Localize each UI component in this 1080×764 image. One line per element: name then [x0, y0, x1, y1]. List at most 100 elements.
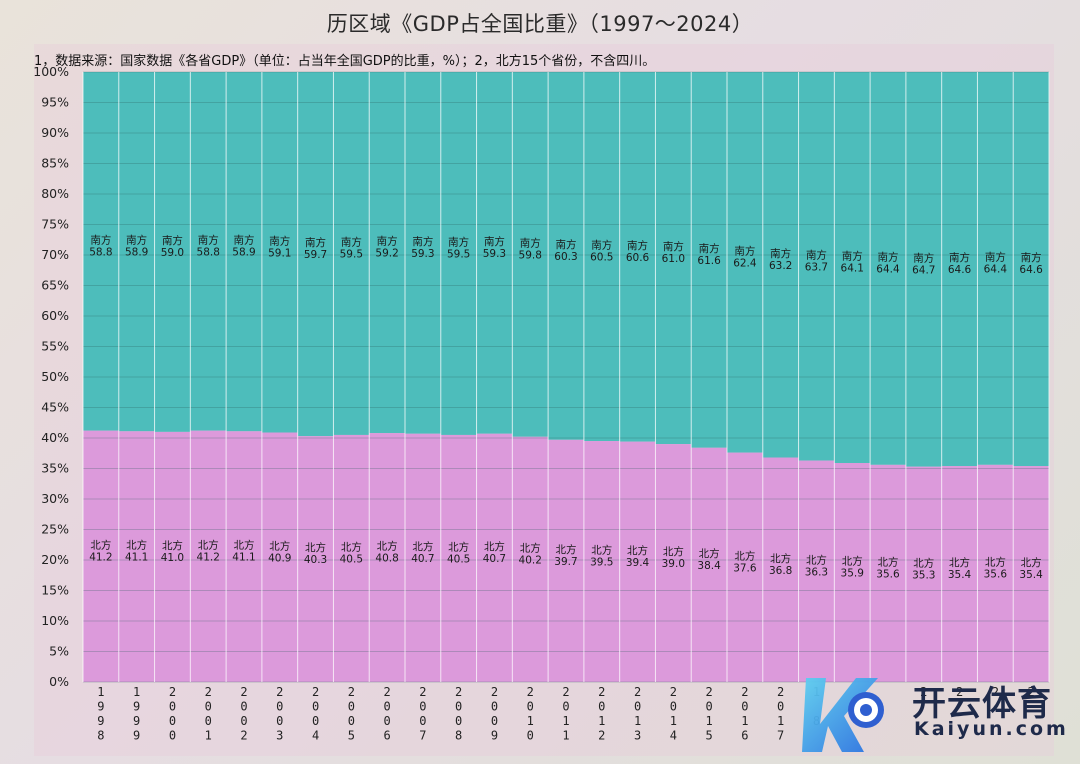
- y-tick-label: 70%: [41, 247, 69, 262]
- bar-north-2011: [548, 439, 585, 682]
- bar-north-2018: [798, 460, 835, 682]
- data-label-south-value: 59.8: [519, 249, 542, 261]
- data-label-north-name: 北方: [627, 544, 648, 557]
- bar-north-2005: [333, 434, 370, 682]
- bar-south-2004: [297, 72, 334, 437]
- data-label-north-name: 北方: [234, 539, 255, 552]
- bar-north-1999: [118, 431, 155, 682]
- data-label-north-name: 北方: [949, 556, 970, 569]
- x-tick-label: 2: [992, 685, 999, 699]
- data-label-north-name: 北方: [484, 540, 505, 553]
- data-label-north-name: 北方: [842, 555, 863, 568]
- bar-south-1999: [118, 72, 155, 432]
- data-label-south-value: 62.4: [733, 257, 757, 269]
- bar-north-2008: [440, 434, 477, 682]
- bar-south-2011: [548, 72, 585, 440]
- data-label-north-value: 40.5: [340, 553, 363, 565]
- data-label-north-value: 40.9: [268, 552, 291, 564]
- data-label-south-name: 南方: [770, 247, 791, 260]
- bar-north-2007: [405, 433, 442, 682]
- bar-north-2023: [977, 464, 1014, 682]
- data-label-south-value: 64.4: [876, 263, 900, 275]
- data-label-north-name: 北方: [699, 547, 720, 560]
- bar-south-2017: [762, 72, 799, 458]
- data-label-north-name: 北方: [269, 539, 290, 552]
- bar-north-2013: [619, 441, 656, 682]
- data-label-south-name: 南方: [234, 234, 255, 247]
- y-tick-label: 0%: [49, 674, 69, 689]
- data-label-north-value: 35.6: [876, 568, 900, 580]
- data-label-north-value: 35.6: [984, 568, 1008, 580]
- data-label-south-name: 南方: [90, 233, 111, 246]
- data-label-north-value: 40.5: [447, 553, 470, 565]
- data-label-south-value: 60.6: [626, 252, 650, 264]
- y-tick-label: 85%: [41, 156, 69, 171]
- bar-north-2010: [512, 436, 549, 682]
- y-tick-label: 30%: [41, 491, 69, 506]
- bar-north-2009: [476, 433, 513, 682]
- data-label-north-value: 38.4: [697, 560, 721, 572]
- data-label-south-value: 58.9: [232, 247, 255, 259]
- data-label-south-value: 61.6: [697, 255, 721, 267]
- data-label-north-value: 40.7: [411, 553, 434, 565]
- bar-north-2020: [870, 464, 907, 682]
- bar-north-2019: [834, 463, 871, 682]
- data-label-north-value: 41.2: [197, 551, 220, 563]
- data-label-south-value: 64.6: [1019, 264, 1043, 276]
- y-tick-label: 75%: [41, 217, 69, 232]
- bar-south-2012: [583, 72, 620, 442]
- data-label-north-value: 40.8: [375, 553, 398, 565]
- y-tick-label: 65%: [41, 278, 69, 293]
- data-label-south-value: 60.5: [590, 252, 613, 264]
- data-label-south-name: 南方: [806, 248, 827, 261]
- data-label-south-name: 南方: [985, 250, 1006, 263]
- data-label-north-name: 北方: [734, 549, 755, 562]
- bar-south-2020: [870, 72, 907, 465]
- bar-south-2013: [619, 72, 656, 442]
- data-label-south-name: 南方: [448, 235, 469, 248]
- data-label-north-name: 北方: [448, 540, 469, 553]
- data-label-north-name: 北方: [126, 539, 147, 552]
- bar-south-2005: [333, 72, 370, 435]
- x-tick-label: 2: [920, 685, 927, 699]
- y-tick-label: 100%: [33, 64, 69, 79]
- y-tick-label: 5%: [49, 644, 69, 659]
- data-label-south-value: 64.1: [841, 263, 864, 275]
- y-tick-label: 45%: [41, 400, 69, 415]
- chart-note: 1，数据来源：国家数据《各省GDP》（单位：占当年全国GDP的比重，%）；2，北…: [34, 54, 656, 69]
- bar-south-2021: [905, 72, 942, 467]
- data-label-south-value: 59.5: [340, 248, 363, 260]
- data-label-north-value: 39.5: [590, 557, 613, 569]
- bar-north-2012: [583, 441, 620, 682]
- data-label-south-name: 南方: [734, 244, 755, 257]
- y-tick-label: 95%: [41, 95, 69, 110]
- data-label-south-name: 南方: [556, 238, 577, 251]
- data-label-north-name: 北方: [770, 552, 791, 565]
- bar-north-2016: [727, 452, 764, 682]
- bar-south-2007: [405, 72, 442, 434]
- data-label-south-name: 南方: [126, 234, 147, 247]
- data-label-south-value: 64.6: [948, 264, 972, 276]
- y-tick-label: 15%: [41, 583, 69, 598]
- data-label-south-value: 59.1: [268, 247, 291, 259]
- data-label-north-value: 39.7: [554, 556, 577, 568]
- data-label-south-value: 58.8: [89, 246, 112, 258]
- data-label-north-value: 37.6: [733, 562, 757, 574]
- data-label-north-name: 北方: [985, 555, 1006, 568]
- x-tick-label: 2: [956, 685, 963, 699]
- data-label-south-name: 南方: [377, 235, 398, 248]
- data-label-south-value: 59.2: [375, 248, 398, 260]
- data-label-north-name: 北方: [198, 538, 219, 551]
- bar-north-2006: [369, 433, 406, 682]
- data-label-south-name: 南方: [305, 236, 326, 249]
- bar-south-2024: [1013, 72, 1050, 467]
